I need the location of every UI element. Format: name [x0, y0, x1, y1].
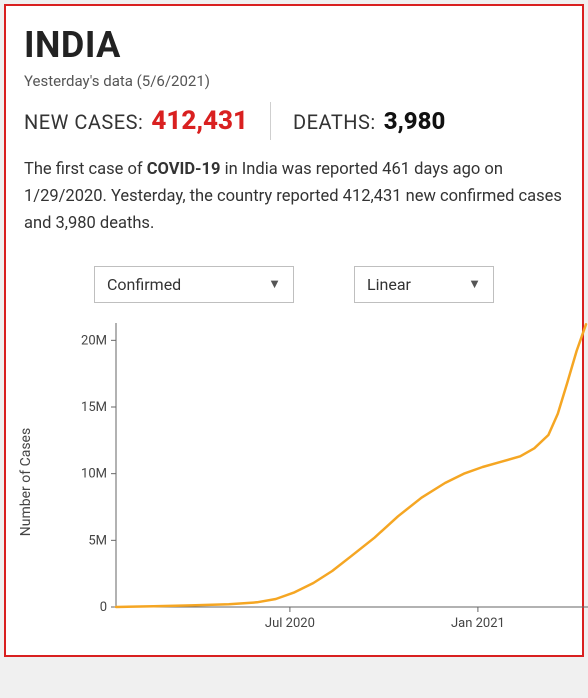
- svg-text:5M: 5M: [88, 533, 107, 548]
- data-date-subtitle: Yesterday's data (5/6/2021): [24, 72, 564, 90]
- deaths-label: DEATHS:: [293, 110, 376, 134]
- metric-dropdown[interactable]: Confirmed ▼: [94, 266, 294, 303]
- metric-dropdown-label: Confirmed: [107, 275, 181, 294]
- stats-row: NEW CASES: 412,431 DEATHS: 3,980: [24, 102, 564, 140]
- cases-line-chart: 0 5M 10M 15M 20M Jul 2020 Jan 2021: [66, 317, 588, 637]
- chevron-down-icon: ▼: [268, 276, 281, 292]
- desc-part1: The first case of: [24, 160, 147, 179]
- svg-text:15M: 15M: [81, 400, 107, 415]
- dashboard-card: INDIA Yesterday's data (5/6/2021) NEW CA…: [4, 4, 584, 657]
- svg-text:Jan 2021: Jan 2021: [451, 616, 505, 631]
- desc-bold: COVID-19: [147, 160, 221, 179]
- chart-y-axis-label: Number of Cases: [18, 427, 34, 535]
- country-title: INDIA: [24, 24, 564, 66]
- chevron-down-icon: ▼: [468, 276, 481, 292]
- deaths-value: 3,980: [384, 107, 446, 135]
- svg-text:10M: 10M: [81, 466, 107, 481]
- svg-text:0: 0: [100, 600, 107, 615]
- new-cases-block: NEW CASES: 412,431: [24, 106, 248, 136]
- chart-area: Number of Cases 05M10M15M20MJul 2020Jan …: [32, 317, 564, 647]
- scale-dropdown[interactable]: Linear ▼: [354, 266, 494, 303]
- stats-divider: [270, 102, 271, 140]
- deaths-block: DEATHS: 3,980: [293, 107, 445, 135]
- new-cases-value: 412,431: [151, 106, 248, 136]
- chart-controls: Confirmed ▼ Linear ▼: [24, 266, 564, 303]
- scale-dropdown-label: Linear: [367, 275, 411, 294]
- new-cases-label: NEW CASES:: [24, 110, 143, 134]
- summary-paragraph: The first case of COVID-19 in India was …: [24, 156, 564, 238]
- svg-text:20M: 20M: [81, 333, 107, 348]
- svg-text:Jul 2020: Jul 2020: [265, 616, 315, 631]
